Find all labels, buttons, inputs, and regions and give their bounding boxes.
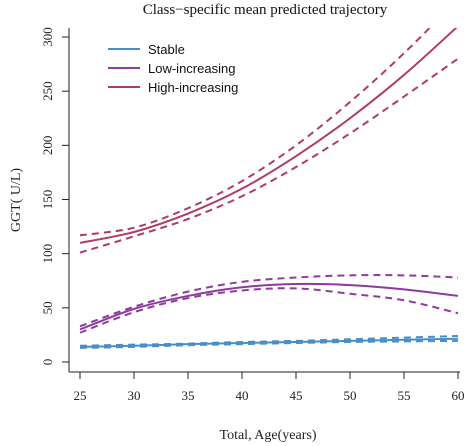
x-tick-label: 50	[344, 388, 357, 403]
series-low-increasing-ci-upper	[79, 274, 459, 328]
y-tick-label: 300	[40, 27, 55, 47]
x-tick-label: 60	[452, 388, 465, 403]
series-low-increasing-line	[79, 282, 459, 331]
series-high-increasing-line	[79, 28, 458, 244]
series-high-increasing-ci-lower	[79, 57, 459, 254]
x-tick-label: 25	[74, 388, 87, 403]
x-tick-label: 35	[182, 388, 195, 403]
y-tick-label: 200	[40, 136, 55, 156]
legend: Stable Low-increasing High-increasing	[108, 42, 238, 95]
x-ticks: 25 30 35 40 45 50 55 60	[74, 372, 465, 403]
series-high-increasing-ci-upper	[79, 28, 431, 237]
y-axis-title: GGT( U/L)	[9, 168, 24, 232]
x-tick-label: 55	[398, 388, 411, 403]
x-tick-label: 40	[236, 388, 249, 403]
x-axis-title: Total, Age(years)	[220, 428, 317, 443]
axes: 25 30 35 40 45 50 55 60 0 50 100 150 200 250 300	[40, 27, 465, 403]
chart-title: Class−specific mean predicted trajectory	[143, 2, 388, 18]
y-tick-label: 100	[40, 244, 55, 264]
legend-label-low-increasing: Low-increasing	[148, 61, 235, 76]
y-tick-label: 250	[40, 81, 55, 101]
series-stable-ci-upper	[79, 335, 459, 347]
series-low-increasing-ci-lower	[79, 287, 459, 334]
series-stable-line	[79, 337, 459, 348]
plot-area	[79, 28, 459, 349]
x-tick-label: 45	[290, 388, 303, 403]
legend-label-high-increasing: High-increasing	[148, 80, 238, 95]
y-tick-label: 50	[40, 301, 55, 314]
legend-label-stable: Stable	[148, 42, 185, 57]
y-ticks: 0 50 100 150 200 250 300	[40, 27, 69, 365]
x-tick-label: 30	[128, 388, 141, 403]
y-tick-label: 0	[40, 359, 55, 366]
y-tick-label: 150	[40, 190, 55, 210]
